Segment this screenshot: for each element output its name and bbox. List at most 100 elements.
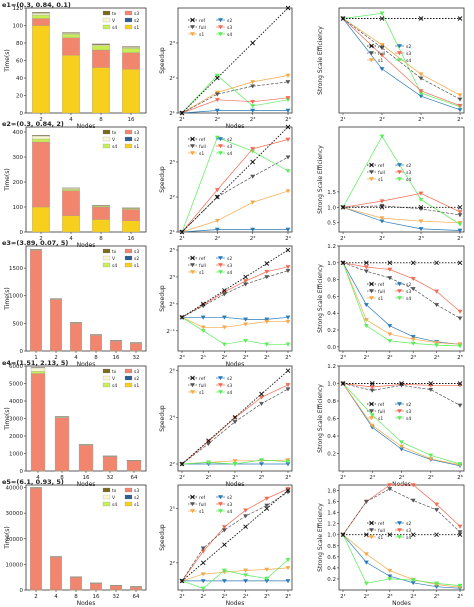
row5-bar-bar-tx (90, 582, 102, 584)
row2-bar-legend-label-s3: s3 (134, 130, 139, 136)
row5-speedup-legend-marker-ref (190, 494, 195, 500)
row3-efficiency-point-ref (364, 260, 369, 266)
row4-efficiency-xlabel: Nodes (392, 481, 411, 488)
row4-bar-legend-label-tx: tx (112, 369, 117, 375)
row4-bar-xtick-label: 16 (83, 475, 90, 481)
row5-bar-bar-tx (110, 584, 122, 586)
row4-speedup-point-ref (206, 438, 211, 443)
row1-speedup-xtick-label: 2³ (250, 116, 256, 123)
row1-efficiency-line-s2 (342, 18, 461, 111)
row3-efficiency-frame (338, 245, 465, 352)
row3-bar-legend-swatch-s4 (102, 262, 111, 268)
row5-bar-bar-tx (70, 576, 82, 578)
row1-efficiency-legend-marker-s3 (397, 51, 402, 56)
row3-speedup-line-full (181, 270, 289, 318)
row1-bar-xtick-label: 4 (69, 117, 73, 123)
row5-efficiency-point-s3 (387, 483, 393, 488)
row5-bar-xtick-label: 8 (74, 594, 78, 600)
row3-efficiency-line-full (342, 262, 461, 319)
row4-bar-ytick-label: 2000 (9, 434, 23, 440)
row5-bar-ylabel: Time(s) (4, 526, 11, 550)
row4-bar-bar-tx (30, 367, 46, 369)
row4-bar-ytick-label: 1000 (9, 452, 23, 458)
row2-bar-xtick-label: 4 (69, 236, 73, 242)
row3-efficiency-point-full (434, 303, 440, 308)
row2-efficiency-point-s2 (457, 228, 463, 233)
row3-bar-bar-s3 (110, 340, 122, 351)
row5-speedup-legend-marker-s3 (218, 502, 223, 507)
row4-efficiency-point-ref (399, 381, 404, 386)
row2-speedup-line-s2 (181, 229, 288, 233)
row1-efficiency-point-s3 (457, 103, 463, 108)
row2-bar-legend-swatch-s2 (124, 136, 133, 142)
row5-bar-legend-swatch-s1 (124, 501, 133, 507)
row5-efficiency-point-s1 (363, 552, 369, 557)
row3-efficiency-point-s1 (410, 337, 416, 342)
row2-bar-legend-swatch-s1 (124, 143, 133, 149)
row4-efficiency-legend-marker-ref (369, 401, 374, 407)
row5-speedup-legend-label-s2: s2 (227, 495, 232, 501)
row5-experiment-title: e5=(6.1, 0.93, 5) (2, 478, 64, 486)
row2-efficiency-line-s2 (342, 206, 461, 231)
row4-speedup-legend-marker-s1 (190, 390, 195, 395)
row2-efficiency-ytick-label: 0.5 (327, 221, 336, 227)
row3-efficiency-point-s3 (363, 265, 369, 270)
row5-speedup-legend-marker-s2 (218, 495, 223, 500)
row5-speedup-point-ref (200, 560, 206, 566)
row3-speedup-xtick-label: 2⁴ (264, 354, 270, 361)
row2-speedup-legend-marker-s2 (218, 137, 223, 142)
row2-speedup-point-ref (285, 124, 291, 130)
row2-bar-legend-label-s1: s1 (134, 144, 139, 150)
row5-bar-bar-tx (50, 556, 62, 558)
row1-speedup-point-s1 (285, 73, 291, 78)
row3-speedup-point-ref (243, 274, 248, 280)
row2-bar-bar-tx (32, 135, 50, 137)
row5-speedup-point-full (221, 528, 227, 533)
row2-bar-xtick-label: 2 (39, 236, 43, 242)
row4-bar-legend-label-s2: s2 (134, 376, 139, 382)
row3-efficiency-point-ref (387, 260, 393, 266)
row5-bar-ytick-label: 40000 (6, 486, 24, 492)
row5-speedup-xlabel: Nodes (226, 600, 245, 607)
row2-efficiency-legend-label-ref: ref (378, 163, 385, 169)
row5-speedup-ytick-label: 2² (169, 560, 175, 567)
row3-speedup-ytick-label: 2⁻¹ (166, 328, 175, 335)
row5-speedup-point-ref (264, 506, 270, 511)
row5-bar-legend-label-s4: s4 (112, 502, 117, 508)
row5-speedup-point-s2 (243, 579, 249, 584)
row1-speedup-legend-marker-ref (190, 17, 195, 23)
row1-efficiency-point-full (418, 76, 424, 81)
row5-speedup-point-s3 (264, 496, 270, 501)
row3-speedup-line-s2 (182, 316, 289, 320)
row2-efficiency-legend-marker-s2 (397, 163, 402, 168)
row1-efficiency-frame (338, 7, 465, 114)
row1-speedup-point-s2 (285, 108, 291, 113)
row3-speedup-legend-marker-s3 (218, 263, 223, 268)
row3-efficiency-xtick-label: 2³ (410, 354, 416, 361)
row2-speedup-ytick-label: 2³ (169, 159, 175, 166)
row3-bar-legend-label-s1: s1 (134, 263, 139, 269)
row5-efficiency-legend-marker-ref (369, 520, 374, 526)
row4-bar-ytick-label: 6000 (9, 364, 23, 370)
row2-efficiency-point-s4 (457, 222, 463, 227)
row1-efficiency-legend-marker-s4 (397, 58, 402, 63)
row5-speedup-point-ref (243, 524, 248, 529)
row3-speedup-point-s4 (285, 342, 291, 347)
row1-bar-legend-swatch-s2 (124, 17, 133, 23)
row5-bar-legend-label-s1: s1 (134, 502, 139, 508)
row3-efficiency-point-ref (434, 260, 439, 266)
row3-bar-legend-swatch-s3 (124, 248, 133, 254)
row1-efficiency-point-s2 (379, 67, 385, 72)
row1-experiment-title: e1=(0.3, 0.84, 0.1) (2, 1, 71, 9)
row5-bar-bar-s3 (90, 583, 102, 591)
row4-bar-xtick-label: 4 (36, 475, 40, 481)
row4-efficiency-legend-label-ref: ref (378, 402, 385, 408)
row4-speedup-legend-label-s3: s3 (227, 383, 232, 389)
row5-efficiency-ylabel: Strong Scale Efficiency (317, 503, 324, 572)
row2-speedup-line-ref (181, 126, 289, 233)
row4-efficiency-legend-label-s3: s3 (406, 409, 411, 415)
row2-speedup-xtick-label: 2³ (250, 235, 256, 242)
row4-bar-legend-swatch-s3 (124, 368, 133, 374)
row4-speedup-xtick-label: 2⁶ (285, 474, 291, 481)
